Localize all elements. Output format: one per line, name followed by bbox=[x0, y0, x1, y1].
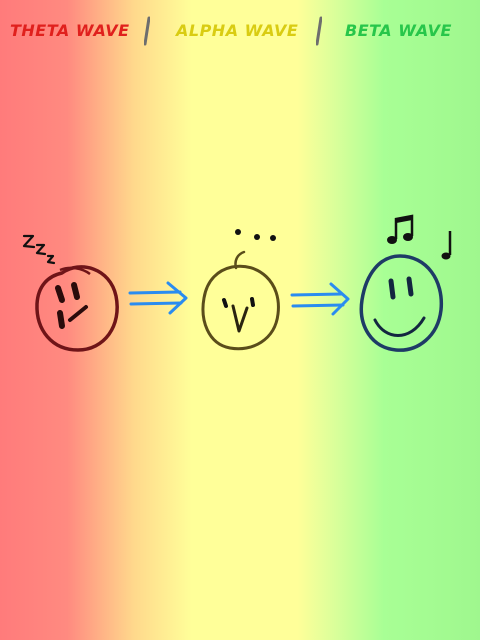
theta-wave-label: THETA WAVE bbox=[10, 21, 130, 40]
awake-face bbox=[201, 229, 280, 351]
arrow-icon bbox=[128, 281, 188, 315]
beta-wave-label: BETA WAVE bbox=[345, 21, 452, 40]
happy-face bbox=[359, 214, 452, 352]
zzz-icon bbox=[22, 234, 56, 265]
separator-slash bbox=[144, 16, 150, 46]
ellipsis-icon bbox=[235, 229, 276, 241]
sleepy-face bbox=[22, 234, 119, 352]
arrow-icon bbox=[290, 282, 350, 316]
music-notes-icon bbox=[387, 214, 452, 260]
separator-slash bbox=[316, 16, 322, 46]
alpha-wave-label: ALPHA WAVE bbox=[176, 21, 299, 40]
wave-header: THETA WAVE ALPHA WAVE BETA WAVE bbox=[0, 16, 480, 48]
